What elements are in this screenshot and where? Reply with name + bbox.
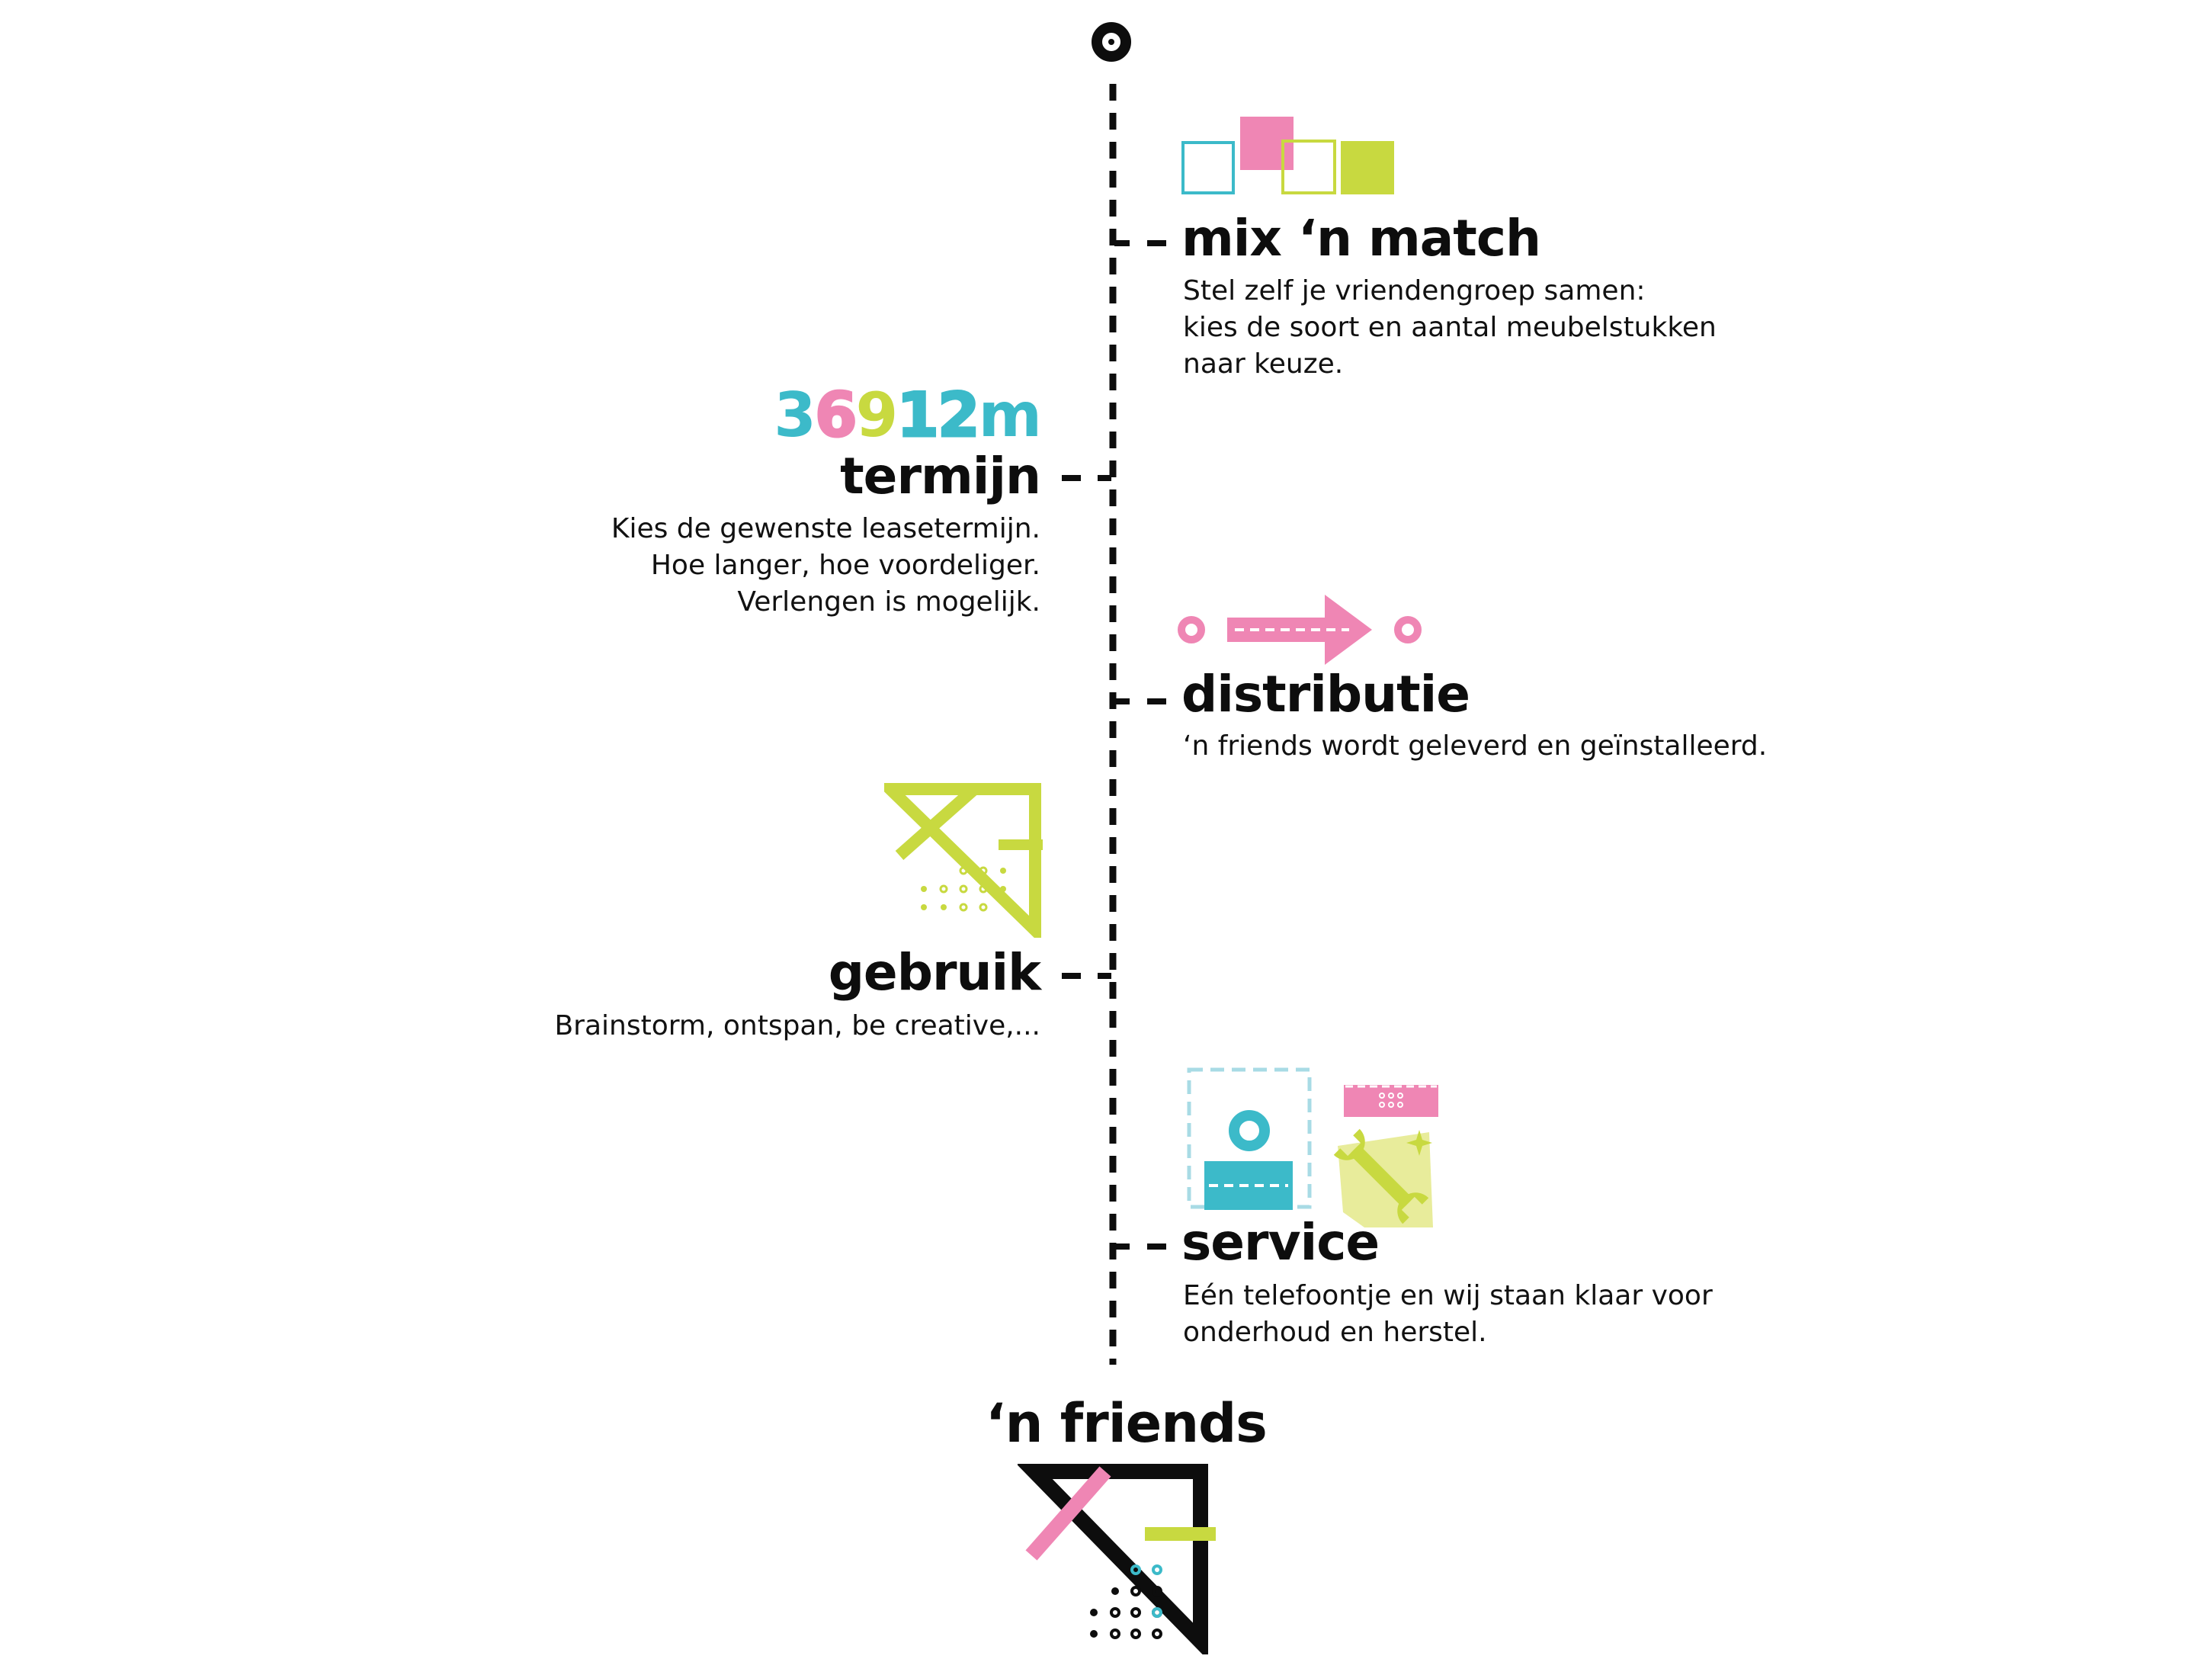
step-description-line: kies de soort en aantal meubelstukken (1183, 312, 1717, 343)
step-description-mix: Stel zelf je vriendengroep samen: kies d… (1183, 273, 1717, 383)
step-description-line: Verlengen is mogelijk. (737, 586, 1040, 618)
delivery-arrow-icon (1178, 595, 1422, 665)
step-description-termijn: Kies de gewenste leasetermijn. Hoe lange… (611, 511, 1040, 621)
step-description-line: Kies de gewenste leasetermijn. (611, 513, 1040, 544)
brand-name: ‘n friends (986, 1392, 1268, 1455)
color-squares-icon (1181, 117, 1394, 194)
counter-12: 12 (896, 380, 981, 451)
circle-target-icon (1092, 22, 1131, 62)
step-title-distributie: distributie (1181, 665, 1470, 724)
step-description-line: onderhoud en herstel. (1183, 1317, 1487, 1348)
step-description-line: Stel zelf je vriendengroep samen: (1183, 275, 1646, 306)
counter-9: 9 (855, 380, 899, 451)
set-square-icon (884, 783, 1043, 938)
step-description-line: naar keuze. (1183, 348, 1344, 380)
months-counter-icon: 36912m (774, 383, 1042, 447)
step-description-gebruik: Brainstorm, ontspan, be creative,... (554, 1008, 1040, 1044)
service-tools-icon (1187, 1067, 1438, 1227)
step-title-gebruik: gebruik (828, 943, 1041, 1002)
step-description-line: Hoe langer, hoe voordeliger. (650, 550, 1040, 581)
step-description-distributie: ‘n friends wordt geleverd en geïnstallee… (1183, 728, 1767, 765)
counter-3: 3 (774, 380, 816, 451)
step-title-termijn: termijn (840, 447, 1041, 505)
friends-logo-icon (1018, 1464, 1216, 1654)
step-description-line: Eén telefoontje en wij staan klaar voor (1183, 1280, 1713, 1311)
step-description-line: Brainstorm, ontspan, be creative,... (554, 1010, 1040, 1041)
step-description-line: ‘n friends wordt geleverd en geïnstallee… (1183, 730, 1768, 762)
step-description-service: Eén telefoontje en wij staan klaar voor … (1183, 1278, 1713, 1351)
counter-6: 6 (813, 380, 858, 451)
counter-m: m (978, 380, 1042, 451)
step-title-service: service (1181, 1213, 1380, 1272)
step-title-mix: mix ‘n match (1181, 209, 1541, 268)
